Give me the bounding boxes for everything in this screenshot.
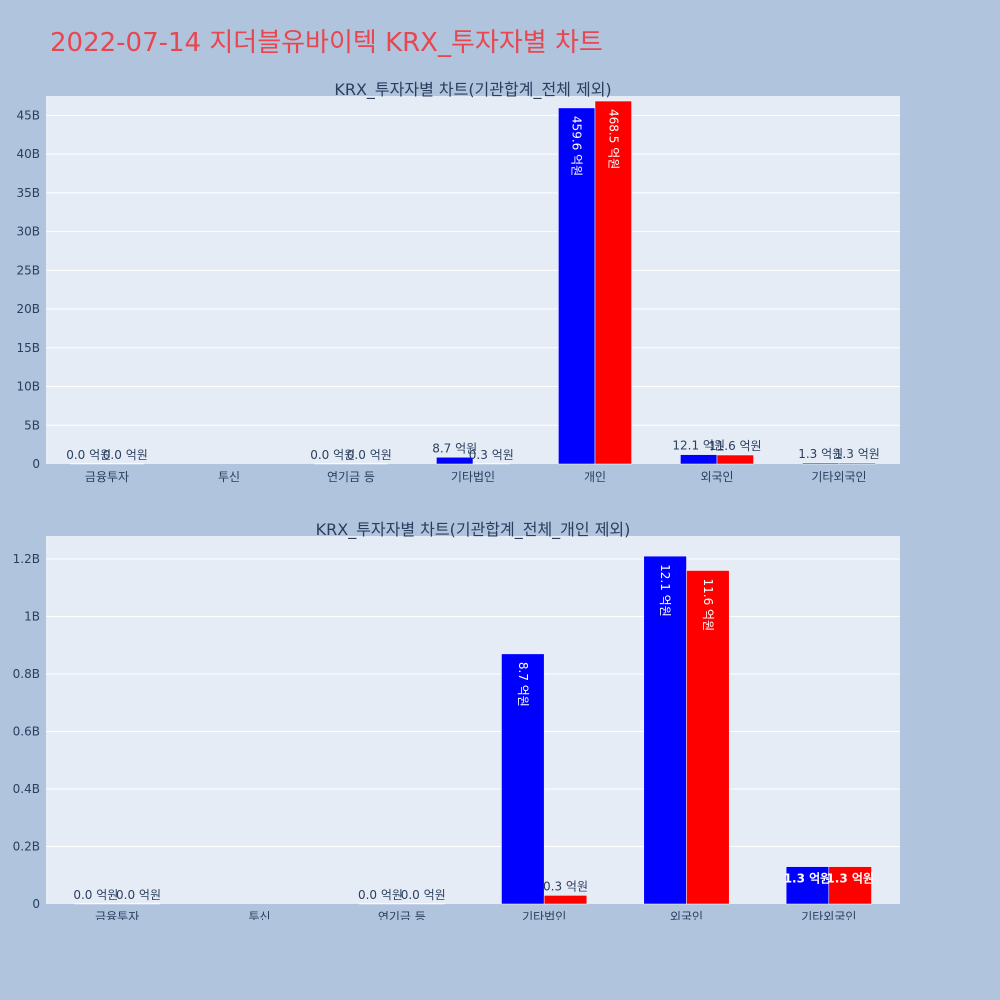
y-tick-label: 1.2B [13,552,40,566]
bar [785,866,830,905]
bar [314,463,352,465]
x-tick-label: 외국인 [670,910,703,920]
bar [680,454,718,465]
x-tick-label: 개인 [584,470,606,484]
data-label: 8.7 억원 [516,662,530,707]
data-label: 0.3 억원 [469,448,514,462]
data-label: 0.0 억원 [103,448,148,462]
bar [838,462,876,465]
y-tick-label: 0.4B [13,782,40,796]
x-tick-label: 연기금 등 [378,910,426,920]
x-tick-label: 기타외국인 [811,470,866,484]
bar [74,903,118,905]
y-tick-label: 20B [16,302,40,316]
bar [436,457,474,465]
chart-title: KRX_투자자별 차트(기관합계_전체_개인 제외) [316,520,631,540]
x-tick-label: 투신 [248,910,270,920]
bar [716,454,754,465]
bar [350,463,388,465]
data-label: 0.0 억원 [358,888,403,902]
y-tick-label: 30B [16,225,40,239]
bar [116,903,161,905]
bar [802,462,840,465]
chart-2: 0 0.2B 0.4B 0.6B 0.8B 1B 1.2B KRX_투자자별 차트(기관합계_… [13,520,900,920]
bar [358,903,403,905]
data-label: 0.0 억원 [73,888,118,902]
bar [543,895,588,905]
bar [643,555,687,905]
y-tick-label: 0.2B [13,840,40,854]
data-label: 1.3 억원 [784,872,832,886]
y-tick-label: 35B [16,186,40,200]
y-tick-label: 0 [32,457,40,471]
data-label: 468.5 억원 [606,109,620,169]
data-label: 12.1 억원 [672,439,725,453]
bar [401,903,445,905]
x-tick-label: 금융투자 [85,470,129,484]
data-label: 0.0 억원 [347,448,392,462]
bar [594,100,632,465]
x-tick-label: 연기금 등 [327,470,375,484]
data-label: 0.0 억원 [66,448,111,462]
x-tick-label: 기타외국인 [801,910,856,920]
bar [70,463,108,465]
y-tick-label: 0.8B [13,667,40,681]
x-tick-label: 금융투자 [95,910,139,920]
data-label: 1.3 억원 [826,872,874,886]
x-tick-label: 외국인 [700,470,733,484]
y-tick-label: 1B [24,610,40,624]
y-tick-label: 25B [16,263,40,277]
y-tick-label: 15B [16,341,40,355]
bar [558,107,596,465]
y-tick-label: 40B [16,147,40,161]
data-label: 8.7 억원 [432,441,477,455]
y-tick-label: 0 [32,897,40,911]
y-tick-label: 45B [16,108,40,122]
data-label: 0.3 억원 [543,879,588,893]
bar [472,463,510,465]
data-label: 11.6 억원 [709,439,762,453]
x-tick-label: 기타법인 [522,910,566,920]
data-label: 459.6 억원 [570,116,584,176]
data-label: 0.0 억원 [401,888,446,902]
plot-area [46,536,900,904]
chart-1: 0 5B 10B 15B 20B 25B 30B 35B 40B 45B KRX_투자자별 차트(기… [16,80,900,484]
bar [686,570,730,905]
bar [501,653,545,905]
data-label: 1.3 억원 [835,447,880,461]
chart-title: KRX_투자자별 차트(기관합계_전체 제외) [334,80,611,100]
data-label: 0.0 억원 [116,888,161,902]
y-tick-label: 0.6B [13,725,40,739]
data-label: 0.0 억원 [310,448,355,462]
bar [106,463,144,465]
x-tick-label: 투신 [218,470,240,484]
bar [828,866,872,905]
plot-area [46,96,900,464]
y-tick-label: 5B [24,418,40,432]
page-title: 2022-07-14 지더블유바이텍 KRX_투자자별 차트 [50,28,603,58]
x-tick-label: 기타법인 [451,470,495,484]
data-label: 1.3 억원 [798,447,843,461]
y-tick-label: 10B [16,380,40,394]
data-label: 12.1 억원 [658,564,672,617]
data-label: 11.6 억원 [701,579,715,632]
